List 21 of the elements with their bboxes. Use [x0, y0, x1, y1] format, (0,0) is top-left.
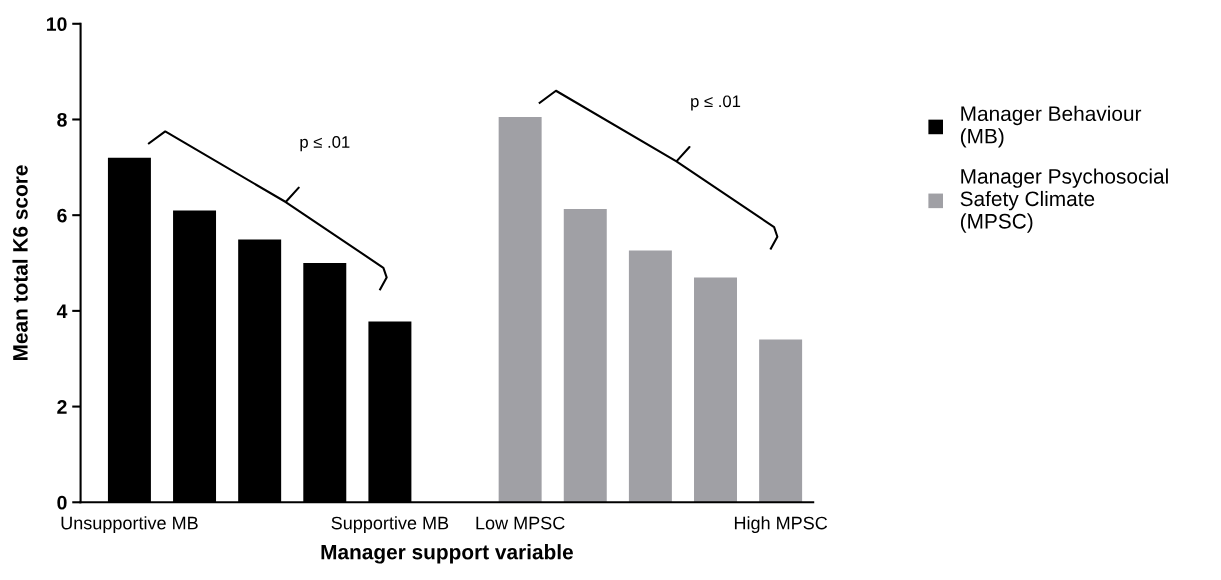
bar [759, 339, 803, 503]
bar [694, 277, 737, 503]
legend-label: Manager Psychosocial Safety Climate (MPSC) [960, 168, 1168, 233]
bar [563, 208, 607, 503]
y-axis-title: Mean total K6 score [12, 165, 28, 361]
annotation: p ≤ .01 [300, 136, 350, 152]
annotation: p ≤ .01 [691, 95, 741, 111]
x-axis-title: Manager support variable [321, 544, 573, 564]
bar [628, 250, 672, 503]
y-tick-label: 0 [57, 495, 67, 510]
y-tick-label: 8 [57, 112, 67, 127]
y-tick-label: 2 [57, 400, 67, 414]
x-tick-label: High MPSC [734, 516, 828, 533]
x-tick-label: Unsupportive MB [61, 516, 198, 533]
y-tick-label: 4 [56, 304, 68, 318]
x-tick-label: Supportive MB [331, 516, 449, 533]
y-tick-label: 6 [57, 208, 67, 223]
x-tick-label: Low MPSC [476, 516, 565, 530]
bar [498, 117, 542, 503]
y-tick-label: 10 [46, 17, 67, 32]
legend-label: Manager Behaviour (MB) [960, 105, 1142, 148]
